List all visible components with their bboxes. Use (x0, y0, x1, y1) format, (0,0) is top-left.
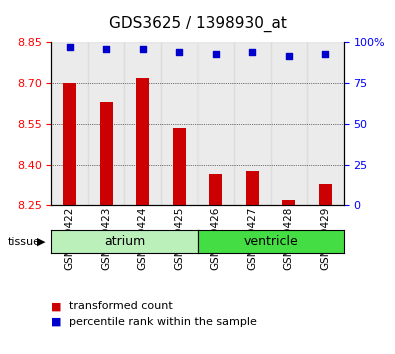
Bar (136, 78, 149, 205)
Text: ventricle: ventricle (243, 235, 298, 248)
Bar (88, 42, 124, 205)
Point (176, 50, 182, 55)
Bar (100, 102, 113, 205)
Text: tissue: tissue (8, 236, 41, 247)
Bar (319, 184, 332, 205)
Point (286, 53, 292, 58)
Point (322, 51, 329, 57)
Bar (51, 42, 88, 205)
Text: ■: ■ (51, 317, 62, 327)
Bar (161, 42, 198, 205)
Text: percentile rank within the sample: percentile rank within the sample (69, 317, 257, 327)
Bar (307, 42, 344, 205)
Point (249, 50, 256, 55)
Point (66, 45, 73, 50)
Bar (63, 83, 76, 205)
Text: transformed count: transformed count (69, 301, 173, 311)
Bar (209, 174, 222, 205)
Bar (282, 200, 295, 205)
Bar (271, 42, 307, 205)
Bar (246, 171, 259, 205)
Text: ■: ■ (51, 301, 62, 311)
Text: GDS3625 / 1398930_at: GDS3625 / 1398930_at (109, 16, 286, 32)
Bar (173, 128, 186, 205)
Bar (198, 42, 234, 205)
Point (139, 46, 146, 52)
Bar (124, 42, 161, 205)
Text: ▶: ▶ (37, 236, 45, 247)
Text: atrium: atrium (104, 235, 145, 248)
Point (103, 46, 109, 52)
Point (213, 51, 219, 57)
Bar (234, 42, 271, 205)
